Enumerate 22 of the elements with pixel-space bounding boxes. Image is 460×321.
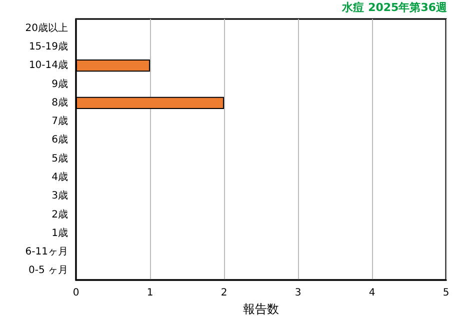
x-tick-label: 0 xyxy=(72,288,80,298)
y-tick-label: 10-14歳 xyxy=(28,59,68,72)
x-tick-label: 5 xyxy=(442,288,450,298)
y-tick-label: 4歳 xyxy=(52,170,68,183)
y-tick-label: 8歳 xyxy=(52,96,68,108)
y-tick-label: 0-5 ヶ月 xyxy=(28,265,68,276)
x-tick-label: 1 xyxy=(146,288,154,298)
y-tick-label: 2歳 xyxy=(52,208,68,220)
y-tick-label: 15-19歳 xyxy=(28,40,68,52)
y-tick-label: 7歳 xyxy=(52,115,68,128)
y-tick-label: 6-11ヶ月 xyxy=(25,246,68,258)
x-tick-label: 2 xyxy=(220,288,228,298)
x-tick-label: 4 xyxy=(368,288,376,298)
y-tick-label: 6歳 xyxy=(52,134,68,146)
y-tick-label: 5歳 xyxy=(52,152,68,164)
y-tick-label: 3歳 xyxy=(52,190,68,202)
x-tick-label: 3 xyxy=(294,288,302,298)
y-tick-label: 9歳 xyxy=(52,78,68,90)
chart-title: 水痘 2025年第36週 xyxy=(341,1,448,14)
y-tick-label: 1歳 xyxy=(52,226,68,239)
y-tick-label: 20歳以上 xyxy=(25,22,68,34)
x-axis-title: 報告数 xyxy=(243,302,279,316)
